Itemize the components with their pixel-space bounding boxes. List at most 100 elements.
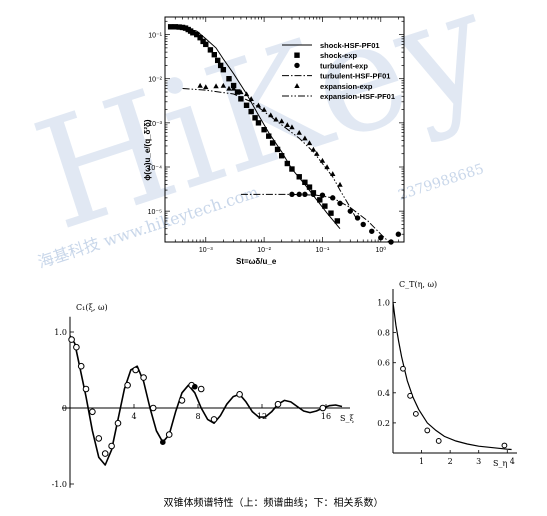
shock-exp-point xyxy=(289,166,295,172)
spectrum-axes: 10⁻³ 10⁻² 10⁻¹ 10⁰ 10⁻¹ 10⁻² 10⁻³ 10⁻⁴ 10⁻⁵ xyxy=(148,16,405,254)
correlation-point xyxy=(114,419,122,427)
expansion-exp-point xyxy=(278,118,285,124)
expansion-exp-point xyxy=(273,116,279,122)
correlation-left-marks xyxy=(68,335,343,466)
correlation-point xyxy=(95,435,103,442)
shock-exp-point xyxy=(207,47,214,53)
legend-turbulent-exp-swatch xyxy=(294,62,300,69)
x-tick-label: 4 xyxy=(131,412,136,421)
y-tick-label: 10⁻⁴ xyxy=(148,165,163,172)
correlation-point xyxy=(89,408,96,416)
correlation-left-ylabel: C₁(ξ, ω) xyxy=(76,303,108,312)
correlation-point xyxy=(236,391,243,398)
correlation-curve xyxy=(392,302,512,451)
turbulent-exp-point xyxy=(369,228,375,234)
shock-exp-point xyxy=(172,24,178,30)
legend-expansion-hsf-pf01-label: expansion-HSF-PF01 xyxy=(320,92,395,101)
turbulent-exp-point xyxy=(360,221,366,228)
legend-shock-hsf-pf01-label: shock-HSF-PF01 xyxy=(320,41,380,50)
correlation-point xyxy=(501,442,508,449)
correlation-right-ylabel: C_T(η, ω) xyxy=(399,280,437,289)
expansion-exp-point xyxy=(337,181,343,187)
x-tick-label: 10⁻² xyxy=(257,247,271,254)
shock-exp-point xyxy=(203,41,209,48)
shock-exp-point xyxy=(238,96,244,102)
expansion-hsf-pf01-line xyxy=(182,88,359,222)
expansion-exp-point xyxy=(302,135,308,141)
shock-exp-point xyxy=(274,146,281,153)
x-tick-label: 3 xyxy=(476,457,481,466)
shock-exp-point xyxy=(220,67,227,73)
y-tick-label: 0 xyxy=(62,404,67,413)
shock-exp-point xyxy=(284,160,291,167)
correlation-point xyxy=(132,366,139,374)
y-tick-label: 10⁻¹ xyxy=(148,33,162,40)
expansion-exp-point xyxy=(306,140,313,146)
shock-exp-point xyxy=(334,218,341,224)
expansion-exp-point xyxy=(238,89,244,95)
y-tick-label: 1.0 xyxy=(377,299,390,308)
turbulent-exp-point xyxy=(310,191,317,198)
x-tick-label: 8 xyxy=(195,412,200,421)
shock-exp-point xyxy=(266,133,272,139)
expansion-exp-point xyxy=(203,84,209,90)
correlation-point xyxy=(412,410,419,417)
shock-exp-point xyxy=(255,120,262,126)
correlation-point xyxy=(274,400,282,408)
expansion-exp-point xyxy=(289,124,295,130)
correlation-point xyxy=(140,374,147,381)
shock-exp-point xyxy=(200,38,206,45)
expansion-exp-point xyxy=(243,91,250,97)
x-tick-label: 16 xyxy=(321,412,331,421)
correlation-point xyxy=(192,383,198,390)
correlation-point xyxy=(124,381,131,389)
shock-exp-point xyxy=(179,24,186,31)
shock-exp-point xyxy=(226,76,232,82)
legend-shock-exp-label: shock-exp xyxy=(320,51,358,60)
spectrum-ylabel: ϕ(ω)u_e/(q_δ²δ) xyxy=(143,119,152,180)
x-tick-label: 4 xyxy=(510,457,515,466)
shock-exp-point xyxy=(197,34,203,41)
shock-exp-point xyxy=(252,115,258,121)
shock-exp-point xyxy=(214,57,221,64)
y-tick-label: 0.8 xyxy=(377,329,390,338)
correlation-point xyxy=(77,362,85,370)
shock-exp-point xyxy=(269,140,276,146)
correlation-point xyxy=(82,385,90,393)
x-tick-label: 10⁰ xyxy=(375,246,386,254)
shock-exp-point xyxy=(190,30,196,36)
legend-shock-exp-swatch xyxy=(294,52,300,58)
correlation-point xyxy=(400,365,406,372)
turbulent-exp-point xyxy=(296,191,302,198)
turbulent-exp-point xyxy=(395,231,402,237)
y-tick-label: 1.0 xyxy=(54,328,67,337)
shock-exp-point xyxy=(317,197,323,203)
x-tick-label: 1 xyxy=(419,457,424,466)
y-tick-label: 10⁻⁵ xyxy=(148,209,162,216)
shock-exp-point xyxy=(261,126,267,133)
correlation-left-chart: 4 8 12 161.00-1.0 C₁(ξ, ω) S_ξ xyxy=(52,303,355,489)
correlation-point xyxy=(435,438,442,444)
expansion-exp-point xyxy=(248,96,254,101)
watermark-line3: 2379988685 xyxy=(396,161,486,204)
correlation-left-xlabel: S_ξ xyxy=(340,414,354,423)
turbulent-hsf-pf01-line xyxy=(240,193,392,245)
spectrum-xlabel: St=ωδ/u_e xyxy=(236,257,277,266)
expansion-exp-point xyxy=(197,82,203,88)
y-tick-label: 10⁻² xyxy=(148,77,162,84)
correlation-point xyxy=(197,385,205,393)
correlation-point xyxy=(319,404,327,412)
x-tick-label: 2 xyxy=(448,457,453,466)
legend-turbulent-hsf-pf01-label: turbulent-HSF-PF01 xyxy=(320,72,390,81)
y-tick-label: 0.2 xyxy=(377,419,390,428)
expansion-exp-point xyxy=(226,85,232,91)
expansion-exp-point xyxy=(324,164,330,170)
shock-exp-point xyxy=(302,179,308,186)
shock-exp-point xyxy=(296,174,302,180)
shock-exp-point xyxy=(278,153,285,159)
correlation-right-axes: 1 2 3 4 1.0 0.8 0.6 0.4 0.2 xyxy=(377,289,517,466)
turbulent-exp-point xyxy=(319,192,326,198)
